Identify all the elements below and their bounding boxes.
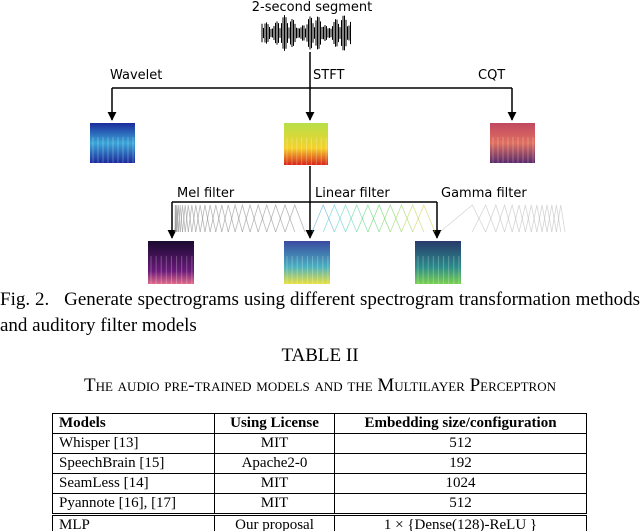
filter xyxy=(333,203,358,233)
filter xyxy=(215,204,229,233)
connectors xyxy=(107,52,517,239)
table-cell: 512 xyxy=(334,433,587,454)
table-cell: MIT xyxy=(214,433,335,454)
linear-spectrogram xyxy=(284,241,330,284)
filter xyxy=(177,204,183,233)
filter xyxy=(518,204,532,233)
filter xyxy=(242,203,259,233)
segment-label: 2-second segment xyxy=(252,0,372,15)
table-cell: MIT xyxy=(214,493,335,515)
filter xyxy=(227,203,243,233)
filter xyxy=(401,203,425,233)
table-cell: Apache2-0 xyxy=(214,453,335,474)
mel-spectrogram xyxy=(148,241,194,284)
table-row: SpeechBrain [15] Apache2-0 192 xyxy=(52,453,587,474)
table-title: The audio pre-trained models and the Mul… xyxy=(83,375,556,396)
branch-label: STFT xyxy=(313,68,344,83)
filter xyxy=(555,204,566,233)
filter xyxy=(511,204,526,233)
filter xyxy=(184,204,193,233)
filter xyxy=(275,203,296,233)
branch-label: CQT xyxy=(478,68,505,83)
filter xyxy=(485,203,505,233)
filter xyxy=(234,203,251,233)
figure-caption: Fig. 2. Generate spectrograms using diff… xyxy=(0,287,640,339)
filter xyxy=(504,203,520,233)
filter xyxy=(322,203,346,233)
filter xyxy=(378,203,402,233)
table-row: Whisper [13] MIT 512 xyxy=(52,433,587,454)
filter-label: Mel filter xyxy=(177,186,235,201)
filter xyxy=(266,203,286,233)
table-cell: 1024 xyxy=(334,473,587,494)
table-cell: Pyannote [16], [17] xyxy=(52,493,215,515)
filter xyxy=(284,203,306,233)
filter xyxy=(257,203,277,233)
filter-label: Gamma filter xyxy=(441,186,527,201)
filter xyxy=(176,204,181,233)
filter xyxy=(530,204,543,233)
filter xyxy=(182,204,189,233)
wavelet-spectrogram xyxy=(90,123,135,163)
filter xyxy=(536,204,548,233)
caption-text: Generate spectrograms using different sp… xyxy=(0,289,640,336)
table-cell: Models xyxy=(52,413,215,434)
filter xyxy=(249,203,268,233)
filter-banks xyxy=(174,203,566,233)
table-cell: Embedding size/configuration xyxy=(334,413,587,434)
spectrogram-texture xyxy=(92,137,534,284)
table-row: Models Using License Embedding size/config… xyxy=(52,413,587,434)
filter xyxy=(187,204,197,233)
waveform xyxy=(261,15,351,51)
filter xyxy=(191,204,201,233)
caption-label: Fig. 2. xyxy=(0,289,50,310)
figure: 2-second segment Wavelet STFT CQT Mel fi… xyxy=(90,0,566,284)
filter xyxy=(345,203,369,233)
filter xyxy=(412,203,436,233)
table-row: MLP Our proposal 1 × {Dense(128)-ReLU } xyxy=(52,513,587,531)
table-cell: MIT xyxy=(214,473,335,494)
filter xyxy=(204,204,217,233)
table-cell: Whisper [13] xyxy=(52,433,215,454)
table-cell: Using License xyxy=(214,413,335,434)
table-cell: Our proposal xyxy=(214,513,335,531)
filter xyxy=(525,204,538,233)
filter xyxy=(175,204,179,233)
models-table: Models Using License Embedding size/config… xyxy=(52,413,587,531)
filter xyxy=(495,203,513,233)
filter xyxy=(541,204,553,233)
filter xyxy=(179,204,186,233)
filter xyxy=(356,203,380,233)
filter-label: Linear filter xyxy=(315,186,390,201)
filter xyxy=(389,203,414,233)
filter xyxy=(471,204,497,233)
table-cell: SpeechBrain [15] xyxy=(52,453,215,474)
filter xyxy=(551,204,562,233)
stft-spectrogram xyxy=(284,123,328,165)
filter xyxy=(195,204,206,233)
table-cell: SeamLess [14] xyxy=(52,473,215,494)
filter xyxy=(199,204,211,233)
filter xyxy=(221,204,236,233)
branch-label: Wavelet xyxy=(110,68,162,83)
table-row: SeamLess [14] MIT 1024 xyxy=(52,473,587,494)
table-number: TABLE II xyxy=(281,345,359,366)
table-row: Pyannote [16], [17] MIT 512 xyxy=(52,493,587,515)
table-cell: 1 × {Dense(128)-ReLU } xyxy=(334,513,587,531)
gamma-spectrogram xyxy=(415,241,461,284)
cqt-spectrogram xyxy=(490,123,535,163)
filter xyxy=(439,204,487,233)
table-cell: 192 xyxy=(334,453,587,474)
table-cell: 512 xyxy=(334,493,587,515)
filter xyxy=(546,204,557,233)
filter xyxy=(367,203,391,233)
filter xyxy=(209,204,223,233)
filter xyxy=(311,203,335,233)
table-cell: MLP xyxy=(52,513,215,531)
